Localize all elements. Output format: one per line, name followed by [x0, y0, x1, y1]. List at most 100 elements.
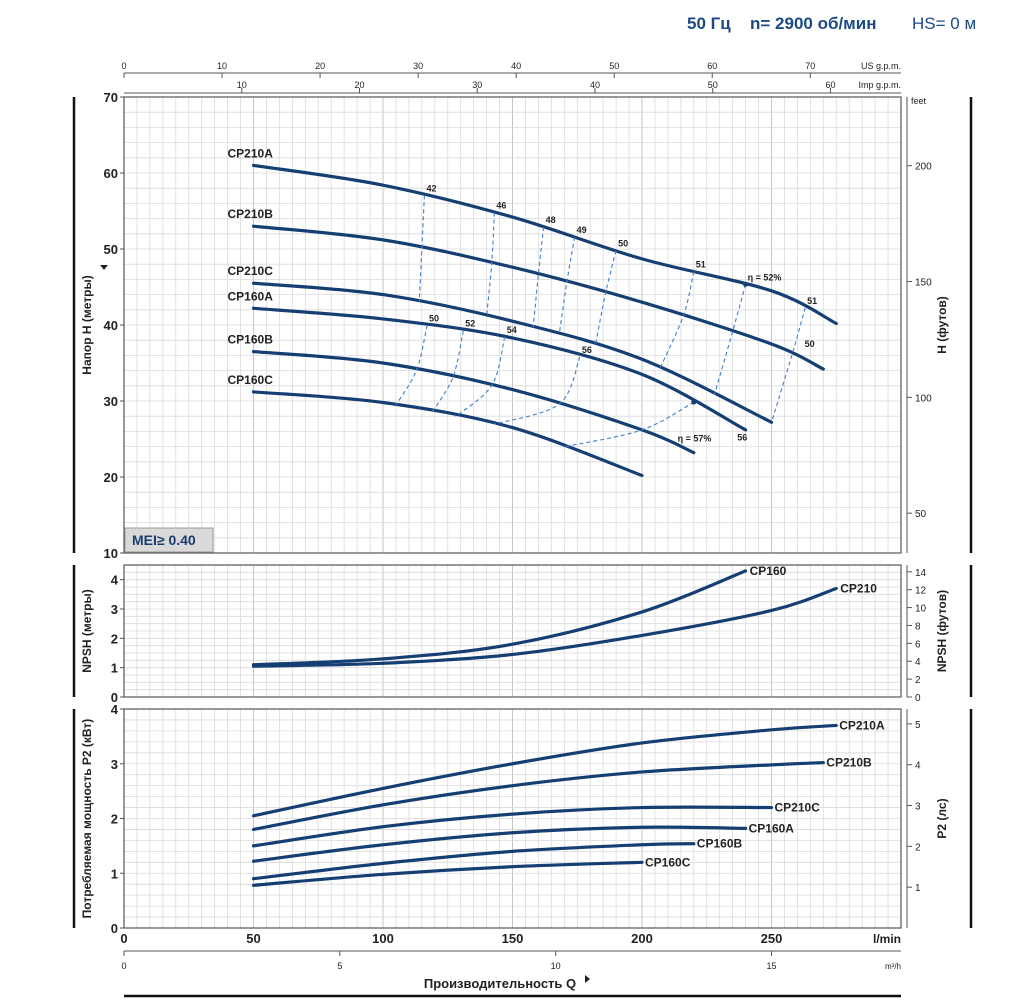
efficiency-label-210: 51 [807, 296, 817, 306]
efficiency-label-160: η = 57% [678, 434, 712, 444]
lmin-tick-label: 250 [761, 931, 783, 946]
npsh-y-tick-label: 0 [111, 690, 118, 705]
efficiency-isoline-160 [455, 336, 506, 417]
npsh-y-tick-label: 1 [111, 661, 118, 676]
power-curve-label-cp160c: CP160C [645, 855, 691, 869]
head-curve-cp210c [251, 281, 774, 424]
power-y-tick-label: 3 [111, 757, 118, 772]
npsh-plot-frame [123, 564, 902, 698]
head-curve-label-cp210b: CP210B [228, 207, 274, 221]
power-curve-label-cp160a: CP160A [749, 821, 795, 835]
npsh-y-tick-label: 4 [111, 573, 119, 588]
power-y-tick-label: 1 [111, 866, 118, 881]
head-curve-cp160c [251, 390, 644, 478]
efficiency-label-210: 51 [696, 260, 706, 270]
power-right-tick-label: 5 [915, 720, 921, 731]
npsh-curve-label-cp160: CP160 [750, 564, 787, 578]
head-y-tick-label: 20 [104, 470, 118, 485]
npsh-right-tick-label: 12 [915, 586, 927, 597]
efficiency-label-210: 48 [546, 215, 556, 225]
power-curve-label-cp210a: CP210A [839, 718, 885, 732]
head-curve-label-cp160c: CP160C [228, 373, 274, 387]
x-axis-title: Производительность Q [424, 976, 576, 991]
head-y-tick-label: 50 [104, 242, 118, 257]
power-curve-cp210b [251, 761, 825, 832]
npsh-curve-label-cp210: CP210 [840, 581, 877, 595]
header-speed: n= 2900 об/мин [750, 14, 877, 33]
us-gpm-unit-label: US g.p.m. [861, 61, 901, 71]
power-y-tick-label: 2 [111, 812, 118, 827]
efficiency-label-210: 50 [618, 239, 628, 249]
bep-marker [743, 281, 749, 287]
efficiency-isoline-210 [486, 212, 495, 316]
npsh-right-tick-label: 4 [915, 657, 921, 668]
efficiency-label-210: 49 [577, 225, 587, 235]
m3h-tick-label: 5 [337, 961, 342, 971]
efficiency-isoline-160 [564, 401, 695, 448]
npsh-right-tick-label: 6 [915, 639, 921, 650]
imp-gpm-unit-label: Imp g.p.m. [858, 80, 901, 90]
efficiency-label-210: 50 [805, 339, 815, 349]
efficiency-label-160: 52 [465, 319, 475, 329]
efficiency-isoline-210 [713, 284, 747, 395]
efficiency-label-160: 50 [429, 313, 439, 323]
head-axis-arrow-icon [100, 265, 108, 270]
lmin-tick-label: 150 [502, 931, 524, 946]
efficiency-isoline-210 [659, 271, 695, 369]
bep-marker [691, 399, 697, 405]
power-curve-label-cp210b: CP210B [826, 756, 872, 770]
head-right-tick-label: 200 [915, 162, 932, 173]
head-left-axis-title: Напор H (метры) [80, 275, 94, 374]
header-hs: HS= 0 м [912, 14, 977, 33]
head-right-tick-label: 150 [915, 278, 932, 289]
head-curve-cp210a [251, 163, 838, 326]
feet-unit-label: feet [911, 96, 927, 106]
power-curve-cp210a [251, 723, 838, 818]
head-right-tick-label: 50 [915, 509, 927, 520]
head-curve-cp160b [251, 350, 696, 455]
imp-gpm-tick-label: 40 [590, 80, 600, 90]
npsh-curve-cp210 [251, 586, 838, 668]
head-curve-label-cp210c: CP210C [228, 264, 274, 278]
head-y-tick-label: 40 [104, 318, 118, 333]
npsh-y-tick-label: 3 [111, 602, 118, 617]
lmin-tick-label: 200 [631, 931, 653, 946]
power-curve-cp210c [251, 805, 774, 848]
npsh-right-tick-label: 2 [915, 675, 921, 686]
npsh-y-tick-label: 2 [111, 631, 118, 646]
head-curve-label-cp160b: CP160B [228, 333, 274, 347]
us-gpm-tick-label: 0 [121, 61, 126, 71]
power-curve-cp160c [251, 860, 644, 887]
power-right-tick-label: 2 [915, 842, 921, 853]
power-curve-label-cp210c: CP210C [775, 801, 821, 815]
head-right-tick-label: 100 [915, 393, 932, 404]
efficiency-isoline-160 [431, 330, 464, 413]
imp-gpm-tick-label: 60 [825, 80, 835, 90]
lmin-tick-label: 0 [120, 931, 127, 946]
lmin-tick-label: 50 [246, 931, 260, 946]
us-gpm-tick-label: 60 [707, 61, 717, 71]
npsh-right-axis-title: NPSH (футов) [935, 590, 949, 672]
head-curve-cp210b [251, 224, 825, 371]
power-left-axis-title: Потребляемая мощность P2 (кВт) [80, 719, 94, 919]
power-right-tick-label: 4 [915, 761, 921, 772]
power-y-tick-label: 0 [111, 921, 118, 936]
power-right-axis-title: P2 (лс) [935, 798, 949, 838]
imp-gpm-tick-label: 30 [472, 80, 482, 90]
us-gpm-tick-label: 30 [413, 61, 423, 71]
imp-gpm-tick-label: 50 [708, 80, 718, 90]
x-axis-arrow-icon [585, 975, 590, 983]
m3h-tick-label: 10 [551, 961, 561, 971]
efficiency-isoline-160 [395, 325, 428, 406]
npsh-curve-cp160 [251, 569, 748, 667]
us-gpm-tick-label: 70 [805, 61, 815, 71]
npsh-right-tick-label: 8 [915, 621, 921, 632]
head-curve-label-cp210a: CP210A [228, 146, 274, 160]
npsh-right-tick-label: 14 [915, 568, 927, 579]
npsh-right-tick-label: 10 [915, 604, 927, 615]
npsh-right-tick-label: 0 [915, 693, 921, 704]
efficiency-isoline-160 [494, 356, 581, 425]
header-frequency: 50 Гц [687, 14, 731, 33]
efficiency-label-160: 54 [507, 325, 517, 335]
